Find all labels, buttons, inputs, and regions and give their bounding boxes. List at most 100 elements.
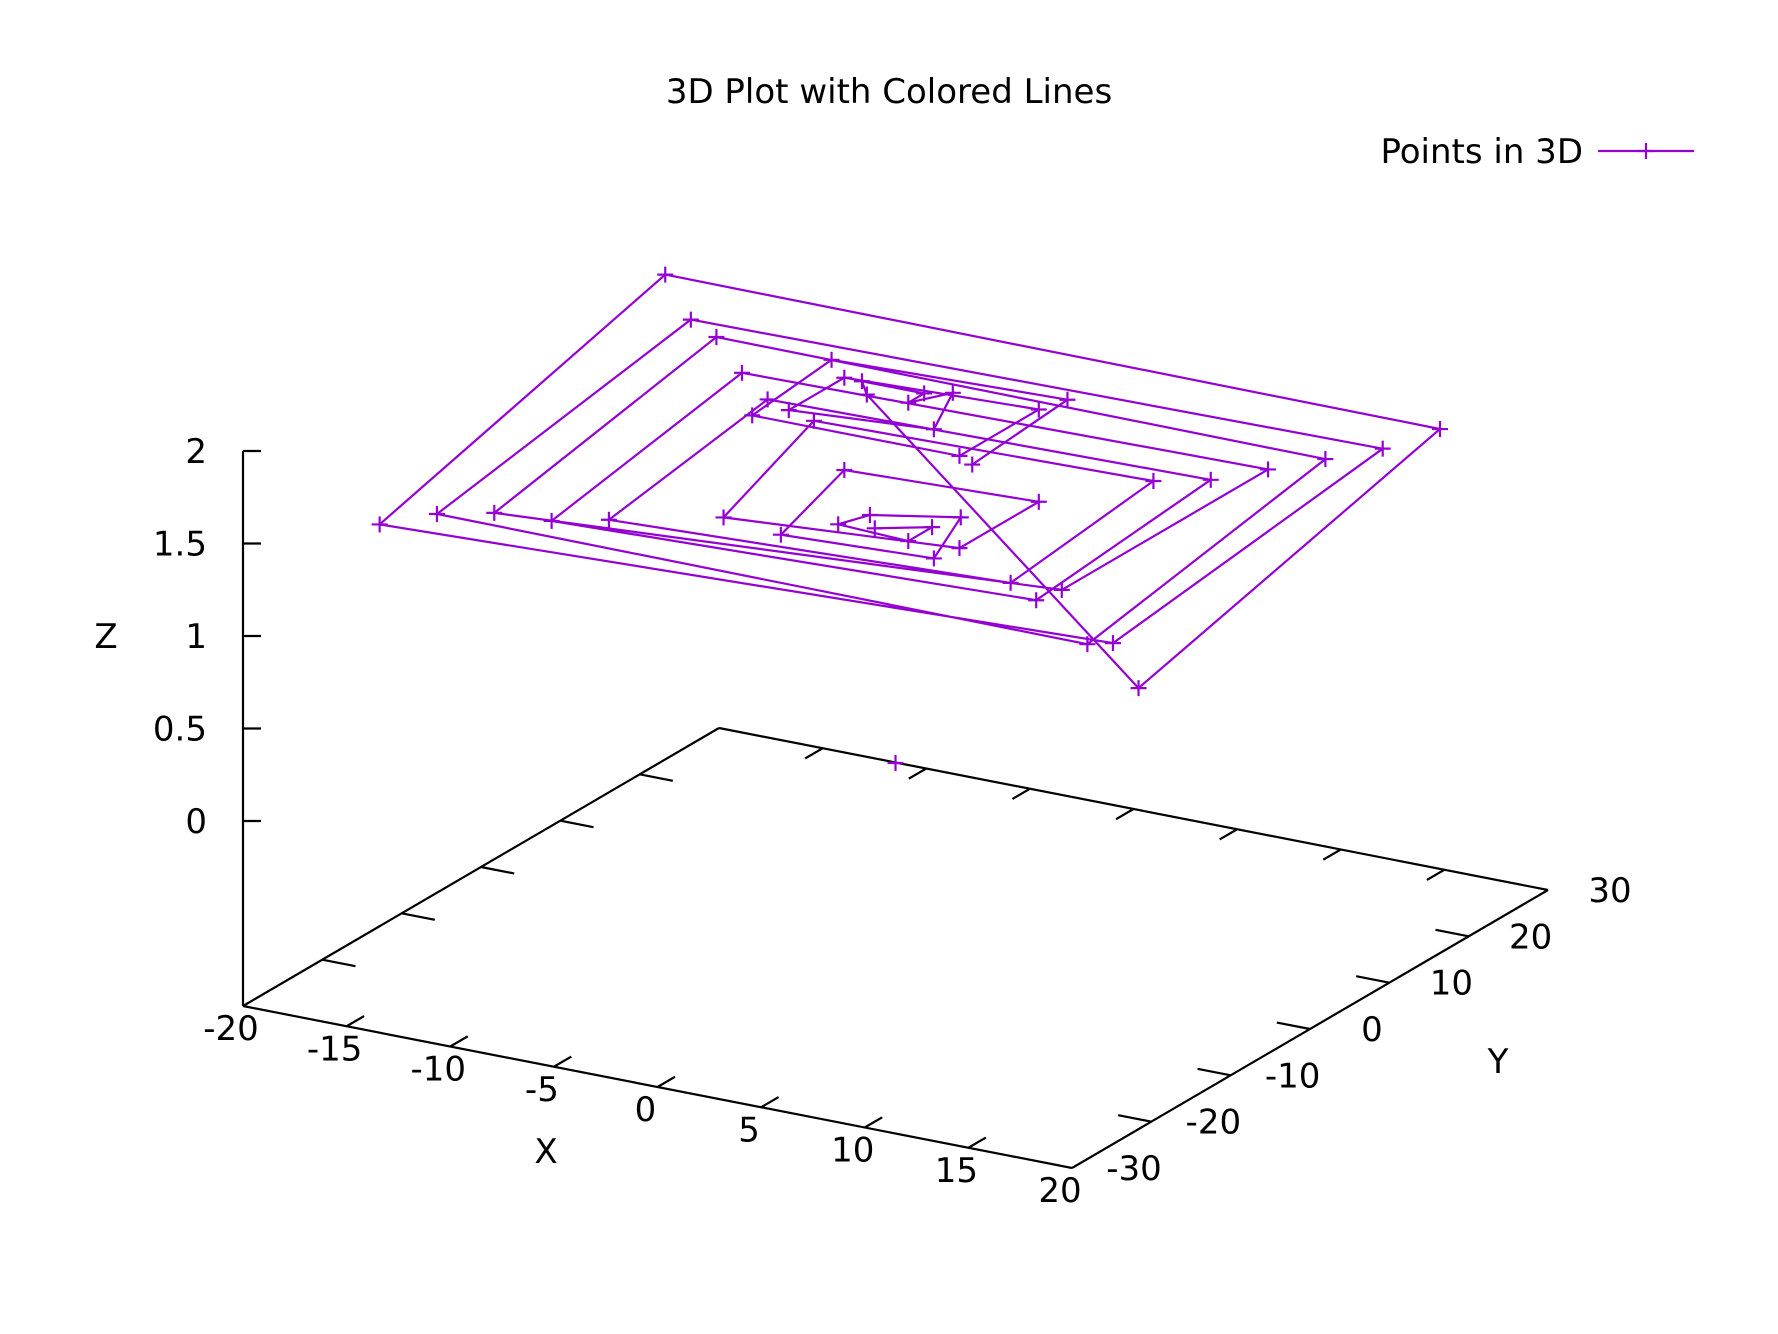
data-point — [830, 516, 847, 533]
legend-point-marker — [1638, 143, 1654, 159]
x-tick — [656, 1075, 676, 1088]
y-tick-back — [480, 865, 515, 875]
data-point — [951, 447, 968, 464]
z-tick-label: 2 — [185, 432, 207, 472]
y-tick-label: 0 — [1361, 1010, 1383, 1050]
data-point — [925, 421, 942, 438]
x-tick-back — [1115, 808, 1135, 821]
data-point — [1260, 461, 1277, 478]
data-point — [924, 519, 941, 536]
data-point — [1028, 592, 1045, 609]
y-tick-label: 10 — [1430, 964, 1473, 1004]
x-tick-label: 5 — [738, 1110, 760, 1150]
data-point — [657, 266, 674, 283]
data-point — [951, 540, 968, 557]
x-tick-label: -5 — [525, 1070, 559, 1110]
data-point — [900, 533, 917, 550]
data-point — [900, 394, 917, 411]
data-point — [1374, 440, 1391, 457]
x-tick — [346, 1015, 365, 1028]
y-tick-back — [322, 958, 356, 968]
y-tick-back — [639, 773, 674, 782]
x-tick-back — [1322, 848, 1342, 861]
data-point — [1317, 451, 1334, 468]
x-tick-back — [804, 747, 824, 760]
x-tick — [553, 1055, 572, 1068]
x-tick-label: 15 — [935, 1151, 978, 1191]
y-tick — [1355, 975, 1390, 984]
x-tick-label: 10 — [831, 1131, 874, 1171]
data-point — [1079, 636, 1096, 653]
y-tick-label: -10 — [1265, 1056, 1321, 1096]
x-tick-back — [1219, 828, 1238, 841]
data-point — [858, 386, 875, 403]
x-tick — [967, 1136, 987, 1149]
data-point — [715, 509, 732, 526]
data-point — [1059, 391, 1076, 408]
data-point — [371, 516, 388, 533]
data-point — [823, 351, 840, 368]
z-tick-label: 0.5 — [153, 710, 207, 750]
data-point — [1145, 473, 1162, 489]
x-tick-label: -20 — [203, 1009, 259, 1049]
data-point — [836, 461, 853, 478]
x-tick-label: -10 — [410, 1050, 466, 1090]
data-point — [861, 507, 878, 524]
y-tick-back — [401, 912, 436, 921]
data-point — [853, 373, 870, 390]
z-tick-label: 1.5 — [153, 525, 207, 565]
data-point — [744, 407, 761, 424]
y-axis-label: Y — [1487, 1042, 1509, 1082]
axis-ticks — [243, 449, 1469, 1149]
x-tick-back — [1011, 787, 1031, 800]
chart-title: 3D Plot with Colored Lines — [666, 72, 1112, 112]
data-point — [772, 526, 789, 543]
data-series — [371, 266, 1449, 771]
y-tick — [1276, 1021, 1311, 1031]
data-point — [1130, 680, 1147, 697]
x-tick-back — [1426, 868, 1445, 881]
data-point — [1202, 471, 1219, 488]
x-tick-label: 20 — [1038, 1171, 1081, 1211]
data-point — [944, 384, 961, 401]
data-point — [887, 755, 904, 771]
data-point — [682, 311, 699, 328]
y-tick-label: -30 — [1106, 1149, 1162, 1189]
data-point — [600, 511, 617, 528]
data-point — [708, 329, 725, 346]
data-point — [759, 391, 776, 408]
x-tick — [864, 1116, 883, 1129]
x-tick-label: 0 — [635, 1090, 657, 1130]
data-point — [916, 385, 933, 402]
y-tick — [1197, 1067, 1231, 1077]
data-point — [866, 520, 883, 537]
legend-label: Points in 3D — [1380, 132, 1583, 172]
data-point — [428, 506, 445, 523]
data-point — [952, 509, 969, 526]
data-point — [1030, 401, 1047, 418]
series-line-points-in-3d — [377, 273, 1443, 690]
x-tick-back — [908, 767, 927, 780]
data-point — [1030, 493, 1047, 510]
y-tick-label: -20 — [1186, 1103, 1242, 1143]
z-tick-label: 0 — [185, 802, 207, 842]
data-point — [780, 402, 797, 419]
data-point — [734, 364, 750, 381]
data-point — [805, 412, 822, 429]
z-axis-label: Z — [94, 617, 117, 657]
y-tick-label: 30 — [1588, 871, 1631, 911]
data-point — [1432, 421, 1449, 438]
x-tick — [449, 1035, 469, 1048]
data-point — [964, 456, 981, 473]
data-point — [1104, 635, 1121, 652]
y-tick-back — [560, 819, 594, 829]
data-point — [925, 550, 942, 567]
data-point — [836, 369, 853, 386]
x-axis-label: X — [534, 1132, 557, 1172]
axis-tick-labels: -20 -15 -10 -5 0 5 10 15 20 -30 -20 -10 0 10 20 30 0 0.5 1… — [153, 432, 1632, 1211]
x-tick — [760, 1096, 780, 1109]
z-tick-label: 1 — [185, 617, 207, 657]
x-tick-label: -15 — [307, 1029, 363, 1069]
data-point — [543, 512, 560, 529]
